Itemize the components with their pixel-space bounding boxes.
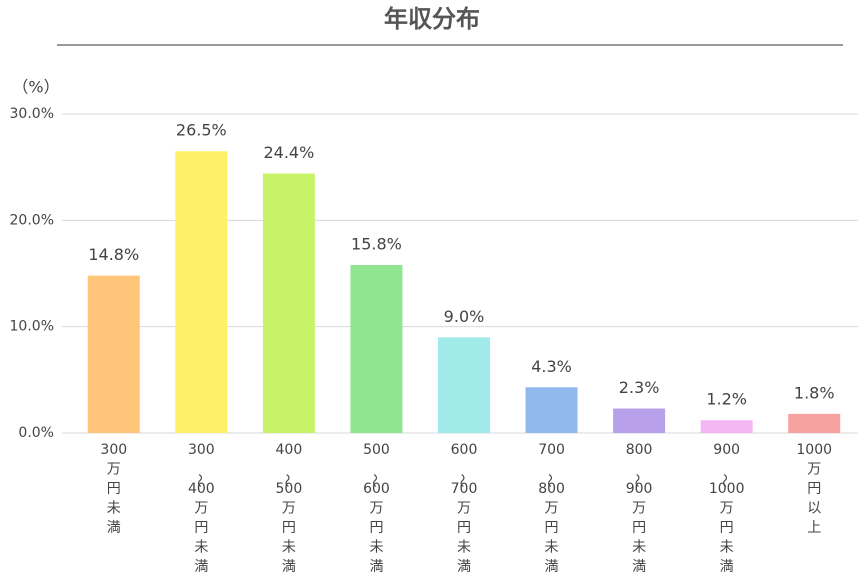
y-axis-label: （%） [12, 78, 59, 97]
data-label: 1.2% [706, 390, 747, 409]
x-tick-label: 900 ～ 1000 万円未満 [709, 442, 745, 573]
data-label: 14.8% [88, 245, 139, 264]
data-label: 4.3% [531, 357, 572, 376]
x-tick-label: 700 ～ 800 万円未満 [538, 442, 565, 573]
y-tick-label: 0.0% [18, 425, 54, 441]
data-label: 26.5% [176, 121, 227, 140]
data-label: 24.4% [263, 143, 314, 162]
bar [87, 275, 140, 433]
bar [788, 413, 841, 433]
x-tick-label: 1000 万円以上 [796, 442, 832, 536]
y-tick-label: 30.0% [10, 106, 54, 122]
x-tick-label: 600 ～ 700 万円未満 [451, 442, 478, 573]
bar [350, 264, 403, 433]
data-label: 15.8% [351, 234, 402, 253]
x-tick-label: 300 ～ 400 万円未満 [188, 442, 215, 573]
data-label: 2.3% [619, 378, 660, 397]
bar [175, 151, 228, 433]
bar [700, 420, 753, 433]
x-tick-label: 300 万円未満 [100, 442, 127, 536]
x-tick-label: 400 ～ 500 万円未満 [276, 442, 303, 573]
chart-title: 年収分布 [384, 5, 480, 33]
data-label: 9.0% [444, 307, 485, 326]
bar [262, 173, 315, 433]
bar [438, 337, 490, 433]
x-tick-label: 500 ～ 600 万円未満 [363, 442, 390, 573]
data-label: 1.8% [794, 383, 835, 402]
y-tick-label: 10.0% [10, 319, 54, 335]
bar [613, 408, 666, 433]
y-tick-label: 20.0% [10, 212, 54, 228]
x-tick-label: 800 ～ 900 万円未満 [626, 442, 653, 573]
bar [525, 387, 578, 433]
